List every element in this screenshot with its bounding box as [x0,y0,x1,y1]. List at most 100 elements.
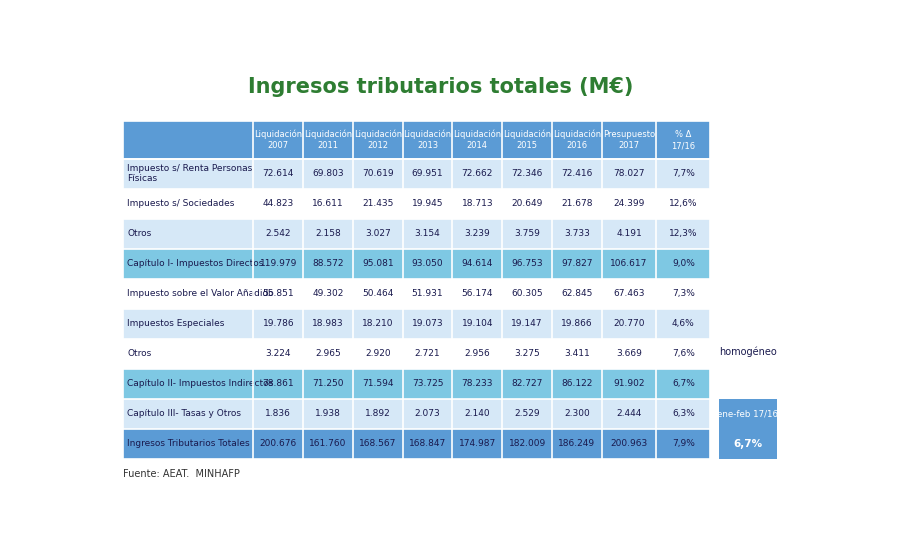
Text: 200.676: 200.676 [260,439,297,448]
Text: 1.938: 1.938 [315,409,341,418]
Bar [123,249,254,279]
Bar [303,428,353,459]
Text: 2.965: 2.965 [315,349,341,358]
Bar [602,368,656,399]
Bar [402,399,453,428]
Text: 73.725: 73.725 [412,379,444,388]
Text: 62.845: 62.845 [562,289,592,298]
Bar [303,279,353,308]
Bar [254,368,303,399]
Text: 21.678: 21.678 [561,199,592,208]
Text: 3.027: 3.027 [365,229,391,238]
Bar [602,428,656,459]
Text: 88.572: 88.572 [312,259,344,268]
Text: 51.931: 51.931 [412,289,444,298]
Bar [602,279,656,308]
Bar [719,399,777,428]
Bar [656,249,710,279]
Bar [453,368,502,399]
Bar [453,308,502,339]
Text: 60.305: 60.305 [511,289,543,298]
Bar [303,368,353,399]
Text: 67.463: 67.463 [613,289,644,298]
Text: 3.275: 3.275 [514,349,540,358]
Bar [123,428,254,459]
Bar [353,159,402,189]
Text: 20.770: 20.770 [613,319,644,328]
Text: Impuestos Especiales: Impuestos Especiales [127,319,224,328]
Bar [353,428,402,459]
Bar [552,308,602,339]
Text: 70.619: 70.619 [362,169,393,178]
Text: 78.027: 78.027 [613,169,644,178]
Bar [602,308,656,339]
Bar [123,308,254,339]
Text: 7,6%: 7,6% [672,349,695,358]
Text: Impuesto s/ Sociedades: Impuesto s/ Sociedades [127,199,235,208]
Text: 16.611: 16.611 [312,199,344,208]
Bar [402,279,453,308]
Bar [402,189,453,219]
Text: Liquidación
2007: Liquidación 2007 [254,129,302,150]
Text: 7,7%: 7,7% [672,169,695,178]
Bar [453,339,502,368]
Bar [656,279,710,308]
Bar [402,121,453,159]
Bar [123,219,254,249]
Text: 71.250: 71.250 [312,379,344,388]
Bar [402,308,453,339]
Bar [402,368,453,399]
Bar [602,121,656,159]
Bar [719,428,777,459]
Text: 72.346: 72.346 [511,169,543,178]
Text: 56.174: 56.174 [462,289,493,298]
Bar [602,249,656,279]
Bar [303,159,353,189]
Text: 182.009: 182.009 [508,439,545,448]
Text: 4.191: 4.191 [616,229,642,238]
Text: 3.154: 3.154 [415,229,440,238]
Text: Liquidación
2012: Liquidación 2012 [354,129,402,150]
Bar [453,219,502,249]
Text: 97.827: 97.827 [561,259,592,268]
Text: Ingresos Tributarios Totales: Ingresos Tributarios Totales [127,439,250,448]
Bar [123,159,254,189]
Text: 96.753: 96.753 [511,259,543,268]
Text: 2.444: 2.444 [616,409,642,418]
Bar [602,339,656,368]
Text: 72.662: 72.662 [462,169,493,178]
Bar [303,121,353,159]
Text: 55.851: 55.851 [263,289,294,298]
Bar [552,279,602,308]
Bar [402,428,453,459]
Text: 2.956: 2.956 [464,349,491,358]
Bar [502,249,552,279]
Text: Fuente: AEAT.  MINHAFP: Fuente: AEAT. MINHAFP [123,469,239,479]
Text: 7,3%: 7,3% [672,289,695,298]
Text: 6,7%: 6,7% [672,379,695,388]
Bar [552,159,602,189]
Text: 7,9%: 7,9% [672,439,695,448]
Text: 168.567: 168.567 [359,439,397,448]
Bar [303,399,353,428]
Text: homogéneo: homogéneo [719,347,777,358]
Bar [353,219,402,249]
Bar [254,428,303,459]
Bar [453,428,502,459]
Bar [552,428,602,459]
Text: 168.847: 168.847 [409,439,446,448]
Text: 78.861: 78.861 [263,379,294,388]
Bar [402,219,453,249]
Bar [123,121,254,159]
Bar [453,121,502,159]
Bar [552,339,602,368]
Bar [502,368,552,399]
Text: Liquidación
2016: Liquidación 2016 [553,129,601,150]
Text: 1.836: 1.836 [266,409,292,418]
Bar [254,279,303,308]
Text: 72.416: 72.416 [562,169,592,178]
Bar [123,279,254,308]
Text: 44.823: 44.823 [263,199,294,208]
Text: Liquidación
2011: Liquidación 2011 [304,129,352,150]
Bar [353,308,402,339]
